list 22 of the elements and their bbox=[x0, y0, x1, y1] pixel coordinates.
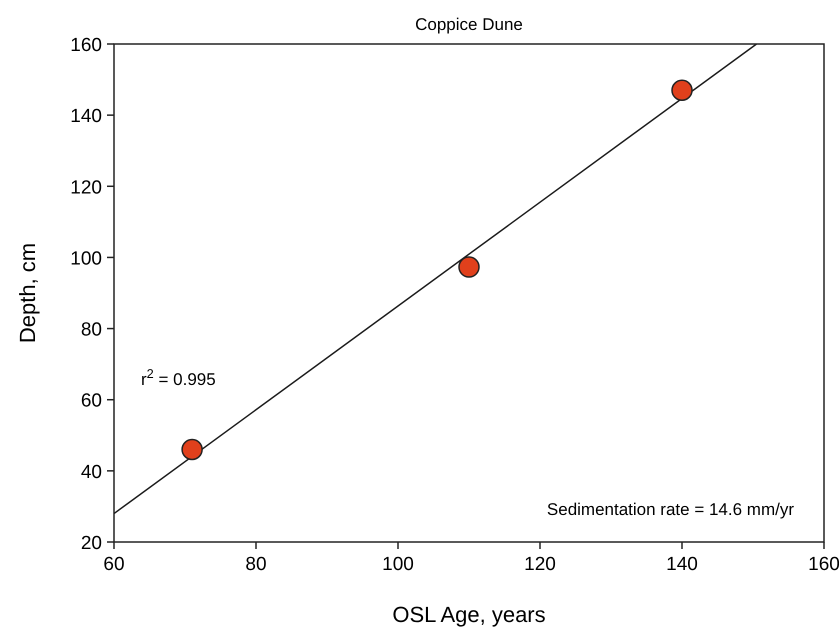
y-tick-label: 120 bbox=[70, 177, 102, 198]
annotation: r$^{2}$ = 0.995 bbox=[141, 366, 216, 389]
y-tick-label: 100 bbox=[70, 248, 102, 270]
y-tick-label: 20 bbox=[80, 533, 102, 554]
point bbox=[671, 79, 693, 101]
x-axis-title: OSL Age, years bbox=[392, 602, 546, 627]
y-axis-title: Depth, cm bbox=[15, 242, 40, 344]
x-tick-label: 100 bbox=[382, 554, 414, 575]
point bbox=[181, 438, 203, 460]
x-tick-label: 120 bbox=[524, 554, 556, 575]
x-tick-label: 80 bbox=[245, 554, 267, 575]
x-tick-label: 160 bbox=[808, 554, 839, 575]
y-tick-label: 140 bbox=[70, 106, 102, 128]
x-tick-label: 60 bbox=[103, 554, 125, 575]
y-tick-label: 40 bbox=[80, 462, 102, 483]
x-tick-label: 140 bbox=[666, 554, 698, 575]
y-tick-label: 60 bbox=[80, 390, 102, 412]
y-tick-label: 160 bbox=[70, 35, 102, 56]
y-tick-label: 80 bbox=[80, 320, 102, 341]
chart-title: Coppice Dune bbox=[415, 15, 523, 34]
annotation: Sedimentation rate = 14.6 mm/yr bbox=[546, 500, 794, 519]
point bbox=[458, 256, 480, 278]
